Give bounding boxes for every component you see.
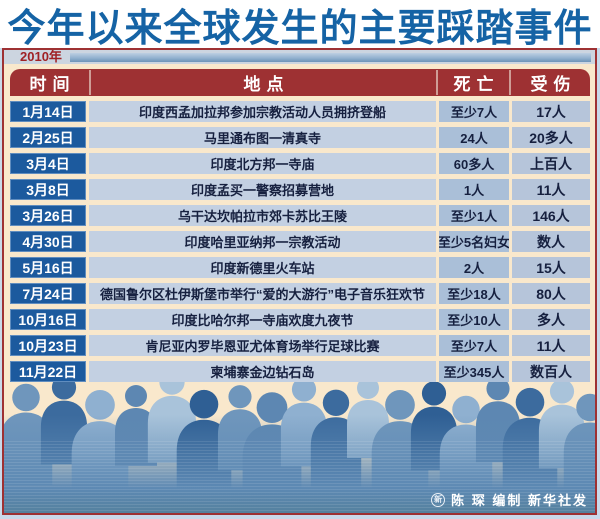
- header-place: 地点: [89, 70, 436, 95]
- injury-cell: 上百人: [512, 153, 590, 174]
- date-cell: 3月8日: [10, 179, 86, 200]
- crowd-blue-fade: [4, 414, 595, 513]
- year-label: 2010年: [20, 49, 62, 64]
- place-cell: 马里通布图一清真寺: [89, 127, 436, 148]
- table-row: 3月8日 印度孟买一警察招募营地 1人 11人: [10, 179, 590, 200]
- table-row: 11月22日 柬埔寨金边钻石岛 至少345人 数百人: [10, 361, 590, 382]
- death-cell: 至少345人: [439, 361, 509, 382]
- death-cell: 60多人: [439, 153, 509, 174]
- injury-cell: 11人: [512, 335, 590, 356]
- credit-line: 新 陈 琛 编制 新华社发: [431, 490, 588, 509]
- xinhua-emblem-icon: 新: [431, 492, 446, 507]
- date-cell: 10月23日: [10, 335, 86, 356]
- table-row: 3月4日 印度北方邦一寺庙 60多人 上百人: [10, 153, 590, 174]
- header-time: 时间: [29, 75, 76, 94]
- place-cell: 印度比哈尔邦一寺庙欢度九夜节: [89, 309, 436, 330]
- date-cell: 7月24日: [10, 283, 86, 304]
- header-death: 死亡: [436, 70, 509, 95]
- injury-cell: 多人: [512, 309, 590, 330]
- place-cell: 印度西孟加拉邦参加宗教活动人员拥挤登船: [89, 101, 436, 122]
- date-cell: 4月30日: [10, 231, 86, 252]
- place-cell: 印度哈里亚纳邦一宗教活动: [89, 231, 436, 252]
- date-cell: 5月16日: [10, 257, 86, 278]
- crowd-scanlines: [4, 440, 595, 513]
- injury-cell: 17人: [512, 101, 590, 122]
- page-title: 今年以来全球发生的主要踩踏事件: [7, 7, 593, 50]
- death-cell: 2人: [439, 257, 509, 278]
- date-cell: 3月4日: [10, 153, 86, 174]
- death-cell: 至少10人: [439, 309, 509, 330]
- place-cell: 柬埔寨金边钻石岛: [89, 361, 436, 382]
- table-row: 3月26日 乌干达坎帕拉市郊卡苏比王陵 至少1人 146人: [10, 205, 590, 226]
- date-cell: 1月14日: [10, 101, 86, 122]
- place-cell: 印度新德里火车站: [89, 257, 436, 278]
- place-cell: 肯尼亚内罗毕恩亚尤体育场举行足球比赛: [89, 335, 436, 356]
- injury-cell: 数人: [512, 231, 590, 252]
- credit-text: 陈 琛 编制 新华社发: [451, 493, 588, 508]
- injury-cell: 11人: [512, 179, 590, 200]
- table-row: 10月16日 印度比哈尔邦一寺庙欢度九夜节 至少10人 多人: [10, 309, 590, 330]
- injury-cell: 146人: [512, 205, 590, 226]
- injury-cell: 15人: [512, 257, 590, 278]
- injury-cell: 20多人: [512, 127, 590, 148]
- table-header-row: 时间 地点 死亡 受伤: [10, 69, 590, 96]
- death-cell: 至少7人: [439, 101, 509, 122]
- injury-cell: 数百人: [512, 361, 590, 382]
- death-cell: 24人: [439, 127, 509, 148]
- place-cell: 德国鲁尔区杜伊斯堡市举行“爱的大游行”电子音乐狂欢节: [89, 283, 436, 304]
- events-table: 时间 地点 死亡 受伤 1月14日 印度西孟加拉邦参加宗教活动人员拥挤登船 至少…: [4, 64, 595, 382]
- injury-cell: 80人: [512, 283, 590, 304]
- death-cell: 至少5名妇女: [439, 231, 509, 252]
- decorative-gradient-bar: [69, 52, 591, 62]
- place-cell: 印度孟买一警察招募营地: [89, 179, 436, 200]
- death-cell: 至少1人: [439, 205, 509, 226]
- death-cell: 1人: [439, 179, 509, 200]
- crowd-illustration: 新 陈 琛 编制 新华社发: [4, 382, 595, 513]
- content-frame: 2010年 时间 地点 死亡 受伤 1月14日 印度西孟加拉邦参加宗教活动人员拥…: [2, 48, 597, 515]
- table-row: 1月14日 印度西孟加拉邦参加宗教活动人员拥挤登船 至少7人 17人: [10, 101, 590, 122]
- date-cell: 10月16日: [10, 309, 86, 330]
- table-row: 5月16日 印度新德里火车站 2人 15人: [10, 257, 590, 278]
- date-cell: 3月26日: [10, 205, 86, 226]
- table-row: 2月25日 马里通布图一清真寺 24人 20多人: [10, 127, 590, 148]
- table-row: 4月30日 印度哈里亚纳邦一宗教活动 至少5名妇女 数人: [10, 231, 590, 252]
- table-row: 7月24日 德国鲁尔区杜伊斯堡市举行“爱的大游行”电子音乐狂欢节 至少18人 8…: [10, 283, 590, 304]
- death-cell: 至少7人: [439, 335, 509, 356]
- year-band: 2010年: [4, 50, 595, 64]
- date-cell: 11月22日: [10, 361, 86, 382]
- date-cell: 2月25日: [10, 127, 86, 148]
- header-injury: 受伤: [509, 70, 590, 95]
- title-bar: 今年以来全球发生的主要踩踏事件: [0, 0, 600, 50]
- place-cell: 印度北方邦一寺庙: [89, 153, 436, 174]
- table-row: 10月23日 肯尼亚内罗毕恩亚尤体育场举行足球比赛 至少7人 11人: [10, 335, 590, 356]
- death-cell: 至少18人: [439, 283, 509, 304]
- place-cell: 乌干达坎帕拉市郊卡苏比王陵: [89, 205, 436, 226]
